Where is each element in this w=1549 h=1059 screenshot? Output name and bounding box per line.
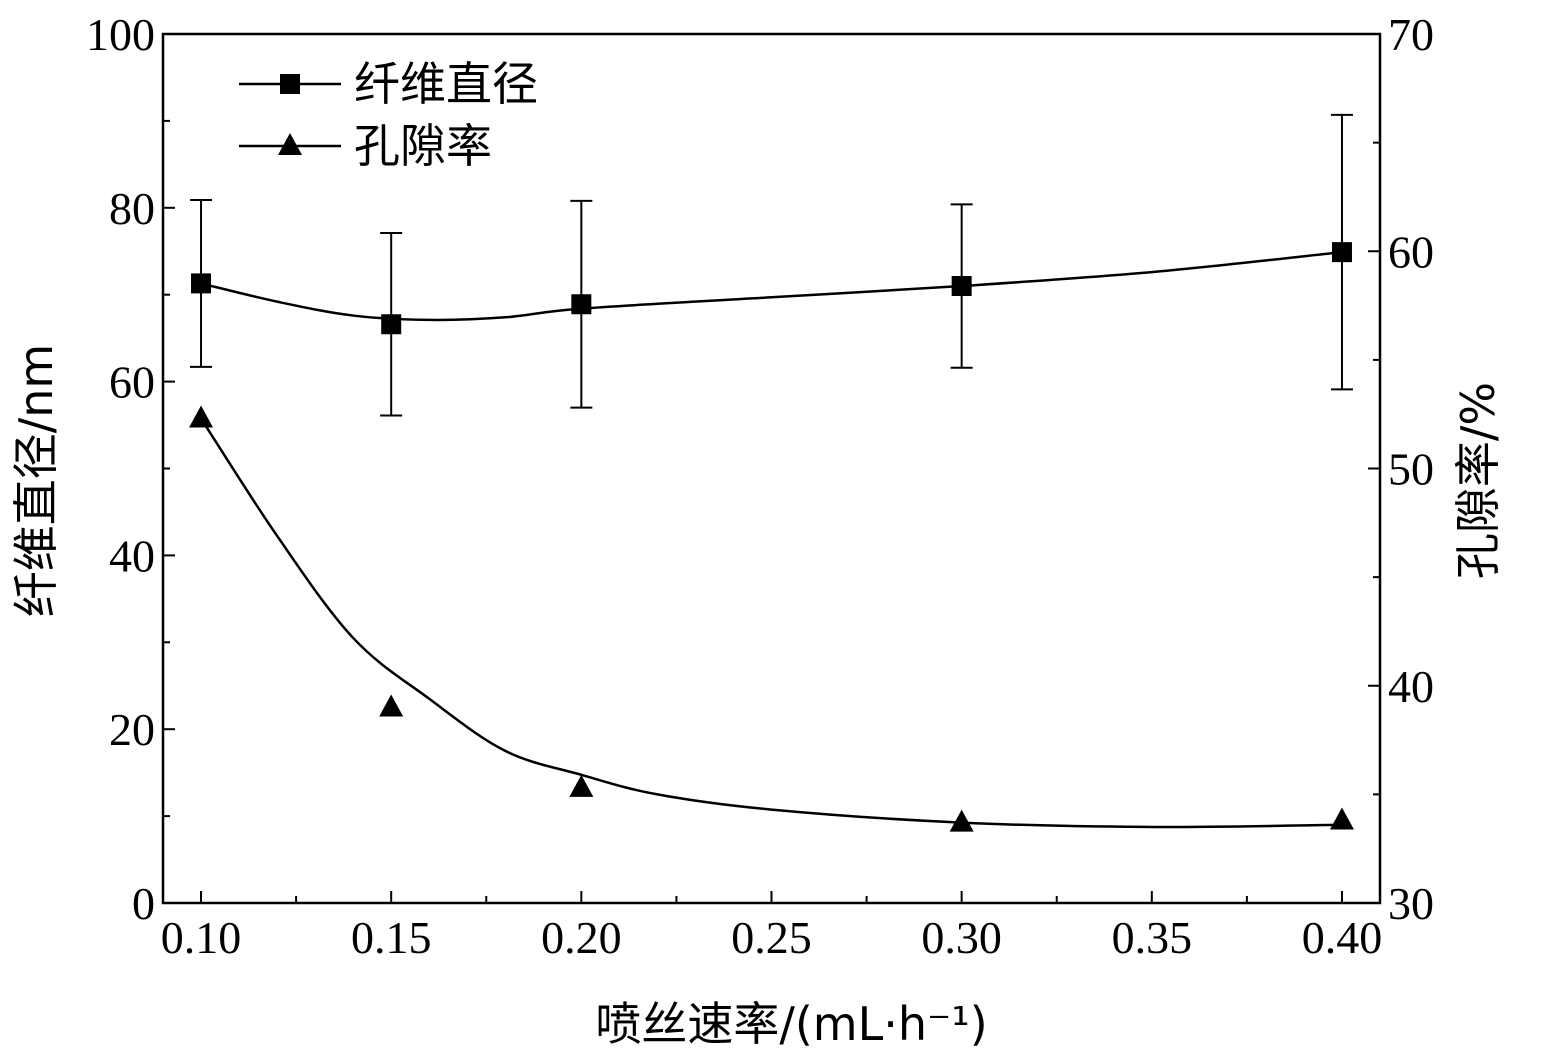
- right-y-tick-label: 50: [1388, 444, 1434, 495]
- series-layer: [189, 113, 1354, 832]
- right-y-axis-ticks: 30 40 50 60 70: [1368, 9, 1434, 929]
- right-y-tick-label: 30: [1388, 878, 1434, 929]
- right-y-axis-title: 孔隙率/%: [1451, 382, 1505, 579]
- series-fiber-diameter: [190, 113, 1353, 417]
- left-y-tick-label: 60: [109, 357, 155, 408]
- data-point: [949, 809, 974, 832]
- legend-label: 孔隙率: [354, 119, 492, 173]
- x-tick-label: 0.25: [731, 912, 812, 963]
- data-point: [381, 314, 402, 335]
- left-y-tick-label: 40: [109, 530, 155, 581]
- right-y-tick-label: 40: [1388, 661, 1434, 712]
- series-porosity: [189, 405, 1354, 832]
- left-y-tick-label: 100: [86, 9, 155, 60]
- x-tick-label: 0.10: [161, 912, 242, 963]
- data-point: [951, 276, 972, 297]
- left-y-tick-label: 0: [132, 878, 155, 929]
- right-y-tick-label: 60: [1388, 226, 1434, 277]
- x-tick-label: 0.40: [1302, 912, 1383, 963]
- left-y-tick-label: 20: [109, 704, 155, 755]
- legend-label: 纤维直径: [354, 57, 538, 111]
- data-point: [1331, 242, 1352, 263]
- data-point: [379, 694, 404, 717]
- data-point: [191, 273, 212, 294]
- data-point: [571, 294, 592, 315]
- x-tick-label: 0.15: [351, 912, 432, 963]
- x-axis-ticks: 0.10 0.15 0.20 0.25 0.30 0.35 0.40: [161, 891, 1382, 963]
- left-y-tick-label: 80: [109, 183, 155, 234]
- data-point: [189, 405, 214, 428]
- legend-marker: [278, 133, 302, 155]
- x-tick-label: 0.30: [921, 912, 1002, 963]
- plot-border: [161, 32, 1382, 905]
- x-tick-label: 0.35: [1112, 912, 1193, 963]
- x-axis-title: 喷丝速率/(mL·h⁻¹): [595, 997, 987, 1051]
- plot-frame: [161, 32, 1382, 905]
- series-line: [200, 250, 1343, 322]
- left-y-axis-ticks: 0 20 40 60 80 100: [86, 9, 175, 929]
- right-y-tick-label: 70: [1388, 9, 1434, 60]
- x-tick-label: 0.20: [541, 912, 622, 963]
- data-point: [569, 774, 594, 797]
- legend-marker: [280, 74, 300, 94]
- series-line: [199, 417, 1342, 829]
- left-y-axis-title: 纤维直径/nm: [9, 344, 63, 617]
- data-point: [1329, 807, 1354, 830]
